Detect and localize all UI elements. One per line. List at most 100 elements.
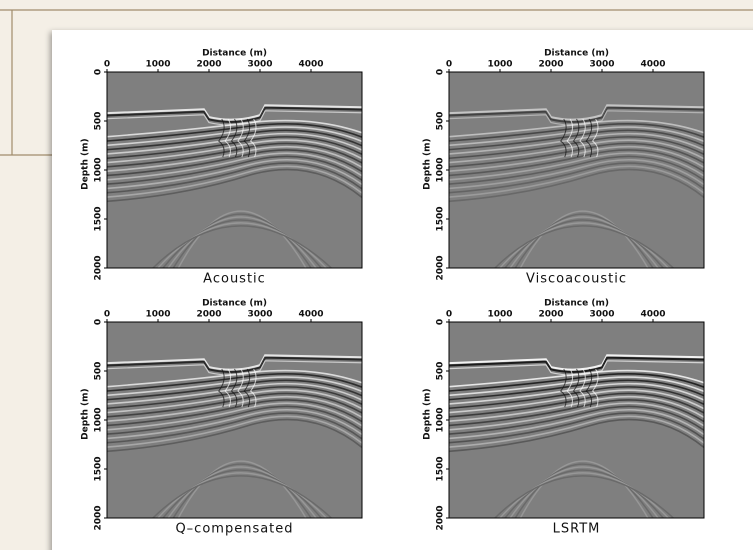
arch: [494, 225, 674, 268]
arch: [494, 475, 674, 518]
diffraction: [230, 118, 238, 158]
reflector: [449, 126, 704, 147]
arch: [177, 460, 307, 518]
reflector: [449, 402, 704, 431]
reflector: [449, 152, 704, 181]
arch: [519, 460, 649, 518]
reflector: [107, 158, 362, 190]
reflector: [107, 162, 362, 194]
reflector: [107, 369, 362, 388]
arch: [519, 210, 649, 268]
reflector: [107, 408, 362, 440]
arch: [152, 225, 332, 268]
seismic-image: [107, 322, 362, 518]
reflector: [107, 142, 362, 168]
reflector: [449, 415, 704, 448]
x-tick-label: 3000: [589, 310, 614, 320]
reflector: [107, 392, 362, 418]
reflector: [449, 158, 704, 190]
x-tick-label: 0: [104, 310, 110, 320]
reflector: [107, 129, 362, 151]
y-tick-label: 500: [436, 362, 446, 381]
x-tick-label: 0: [446, 310, 452, 320]
reflector: [107, 356, 362, 373]
reflector: [107, 152, 362, 181]
diffraction: [560, 118, 567, 158]
reflector: [449, 405, 704, 435]
arch: [504, 469, 664, 518]
x-tick-label: 4000: [640, 310, 665, 320]
reflector: [449, 165, 704, 198]
y-tick-label: 2000: [94, 505, 104, 530]
y-tick-label: 1000: [94, 157, 104, 182]
reflector: [449, 149, 704, 177]
x-tick-label: 1000: [145, 60, 170, 70]
x-tick-label: 1000: [487, 310, 512, 320]
y-axis-label: Depth (m): [81, 138, 91, 189]
reflector: [449, 119, 704, 138]
image-background: [107, 72, 362, 268]
diffraction: [579, 368, 586, 408]
arch: [152, 475, 332, 518]
diffraction: [585, 118, 593, 158]
diffraction: [566, 368, 574, 408]
panel: 0 1000 2000 3000 40000500100015002000Distanc…: [81, 299, 363, 537]
reflector: [449, 356, 704, 373]
arch: [177, 210, 307, 268]
arch: [514, 463, 654, 518]
y-tick-label: 1000: [436, 157, 446, 182]
reflector: [107, 149, 362, 177]
arch: [157, 222, 327, 268]
reflector: [449, 379, 704, 401]
arch: [172, 213, 312, 268]
reflector: [449, 392, 704, 418]
panel-caption: Q–compensated: [175, 522, 293, 537]
arch: [504, 219, 664, 268]
arch: [162, 219, 322, 268]
y-tick-label: 1000: [436, 407, 446, 432]
y-tick-label: 0: [94, 319, 104, 325]
x-tick-label: 3000: [247, 310, 272, 320]
arch: [172, 463, 312, 518]
y-tick-label: 1500: [436, 456, 446, 481]
y-axis-label: Depth (m): [423, 388, 433, 439]
y-tick-label: 2000: [436, 255, 446, 280]
panels: 0 1000 2000 3000 4000 0 500 1000 1500 2000 Distanc…: [81, 49, 705, 537]
reflector: [107, 123, 362, 142]
panel: 0 1000 2000 3000 40000500100015002000Distanc…: [81, 49, 363, 287]
reflector: [107, 119, 362, 138]
y-tick-label: 1500: [94, 456, 104, 481]
y-tick-label: 500: [94, 112, 104, 131]
arch: [499, 222, 669, 268]
diffraction: [585, 368, 593, 408]
diffraction: [237, 368, 244, 408]
y-tick-label: 0: [436, 69, 446, 75]
x-tick-label: 1000: [145, 310, 170, 320]
seismic-image: [449, 72, 704, 268]
reflector: [449, 399, 704, 427]
y-tick-label: 500: [94, 362, 104, 381]
diffraction: [249, 118, 257, 158]
reflector: [107, 126, 362, 147]
x-axis-label: Distance (m): [202, 299, 267, 309]
panel: 0 1000 2000 3000 40000500100015002000Distanc…: [423, 299, 705, 537]
arch: [499, 472, 669, 518]
reflector: [449, 395, 704, 422]
diffraction: [237, 118, 244, 158]
reflector: [449, 168, 704, 203]
reflector: [449, 408, 704, 440]
reflector: [107, 145, 362, 172]
arch: [514, 213, 654, 268]
diffraction: [591, 368, 599, 408]
x-tick-label: 4000: [640, 60, 665, 70]
reflector: [107, 418, 362, 453]
y-tick-label: 0: [94, 69, 104, 75]
arch: [167, 466, 317, 518]
diffraction: [230, 368, 238, 408]
diffraction: [249, 368, 257, 408]
reflector: [107, 402, 362, 431]
reflector: [449, 369, 704, 388]
diffraction: [566, 118, 574, 158]
